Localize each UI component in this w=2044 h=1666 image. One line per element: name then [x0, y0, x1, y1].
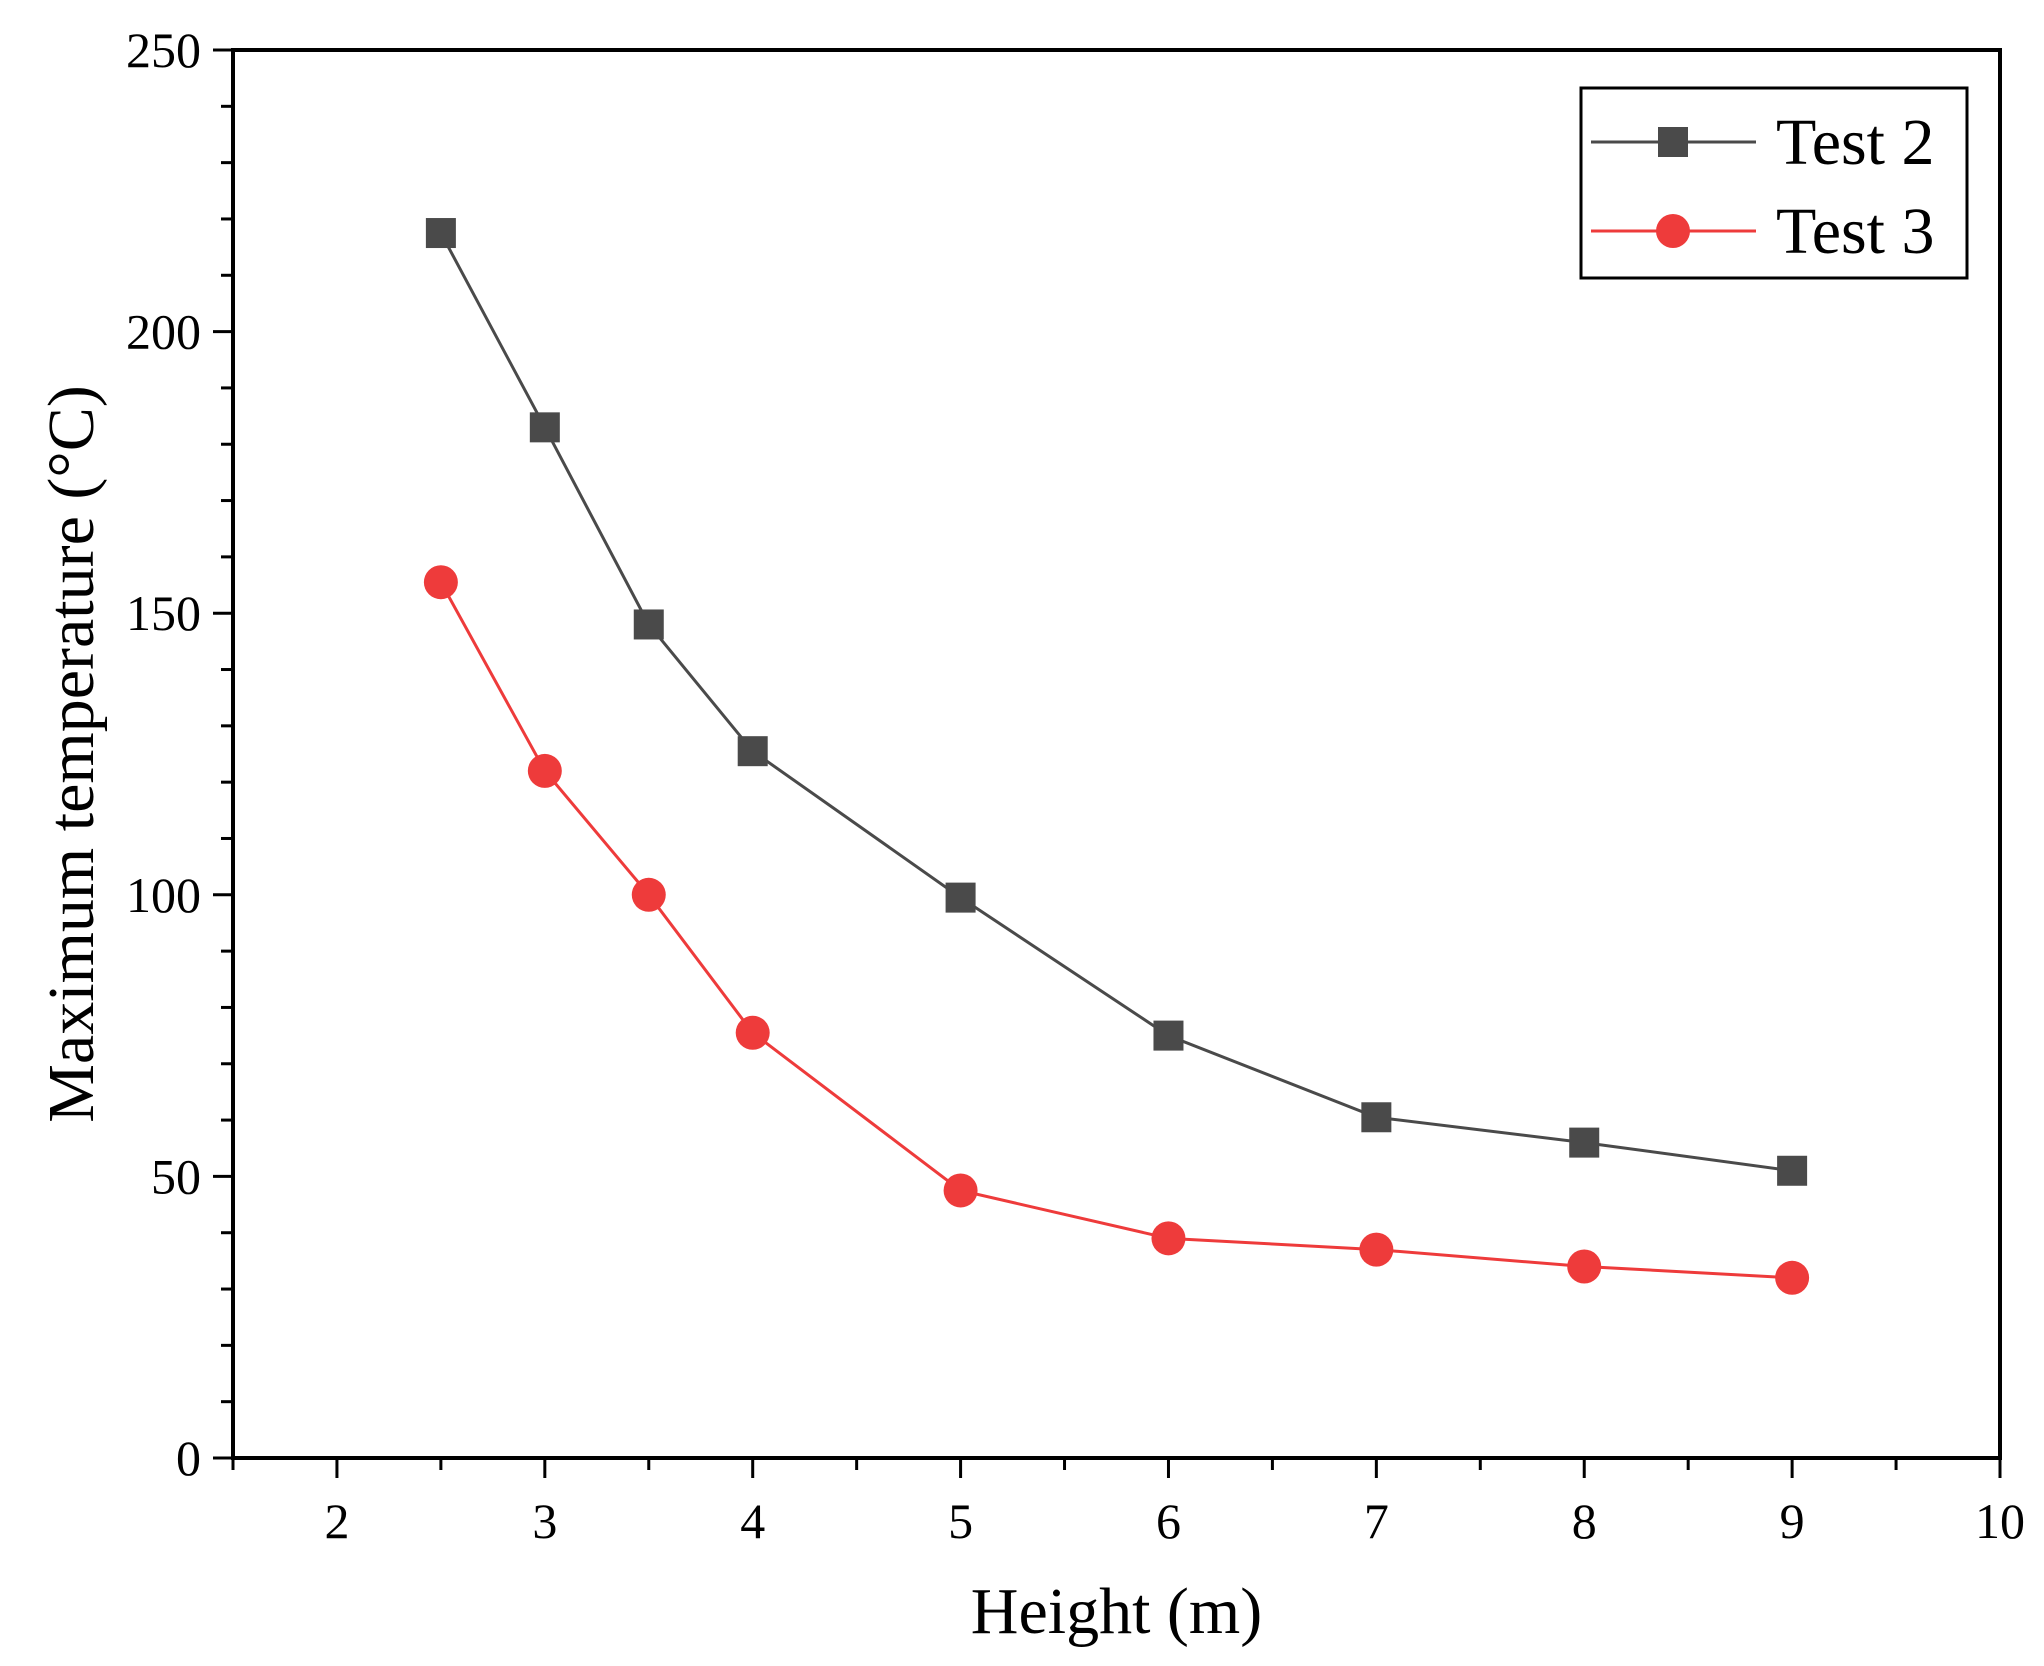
series-layer — [423, 218, 1810, 1295]
x-tick-label: 2 — [324, 1493, 349, 1549]
x-tick-label: 5 — [948, 1493, 973, 1549]
data-point — [633, 609, 664, 640]
data-point — [735, 1015, 770, 1050]
legend-box — [1579, 86, 1969, 280]
x-tick-label: 8 — [1572, 1493, 1597, 1549]
x-tick-label: 10 — [1975, 1493, 2025, 1549]
y-tick-label: 0 — [176, 1430, 201, 1486]
y-tick-label: 100 — [126, 867, 201, 923]
plot-frame — [231, 48, 2002, 1460]
x-tick-label: 4 — [740, 1493, 765, 1549]
data-point — [423, 565, 458, 600]
data-point — [1361, 1102, 1392, 1133]
data-point — [1569, 1127, 1600, 1158]
y-tick-label: 200 — [126, 304, 201, 360]
data-point — [945, 882, 976, 913]
x-tick-label: 9 — [1780, 1493, 1805, 1549]
x-tick-label: 3 — [532, 1493, 557, 1549]
data-point — [529, 412, 560, 443]
legend-swatch-marker — [1656, 214, 1690, 248]
legend-item: Test 2 — [1591, 106, 1935, 179]
data-point — [1567, 1249, 1602, 1284]
data-point — [737, 736, 768, 767]
data-point — [631, 877, 666, 912]
data-point — [1153, 1020, 1184, 1051]
data-point — [527, 753, 562, 788]
y-tick-label: 150 — [126, 585, 201, 641]
x-tick-label: 7 — [1364, 1493, 1389, 1549]
y-tick-label: 50 — [151, 1148, 201, 1204]
series-line — [439, 232, 1793, 1173]
y-tick-label: 250 — [126, 22, 201, 78]
data-point — [1151, 1221, 1186, 1256]
data-point — [1777, 1155, 1808, 1186]
data-point — [943, 1173, 978, 1208]
legend-label: Test 3 — [1776, 195, 1935, 268]
series-1 — [425, 218, 1808, 1186]
legend-swatch-marker — [1658, 127, 1688, 157]
legend: Test 2 Test 3 — [1579, 86, 1969, 280]
data-point — [1775, 1260, 1810, 1295]
x-tick-label: 6 — [1156, 1493, 1181, 1549]
y-axis-title: Maximum temperature (°C) — [35, 385, 108, 1123]
data-point — [425, 218, 456, 249]
data-point — [1359, 1232, 1394, 1267]
legend-items: Test 2 Test 3 — [1591, 106, 1935, 268]
series-2 — [423, 565, 1810, 1295]
legend-item: Test 3 — [1591, 195, 1935, 268]
series-line — [439, 581, 1793, 1280]
x-axis-title: Height (m) — [971, 1575, 1262, 1648]
legend-label: Test 2 — [1776, 106, 1935, 179]
